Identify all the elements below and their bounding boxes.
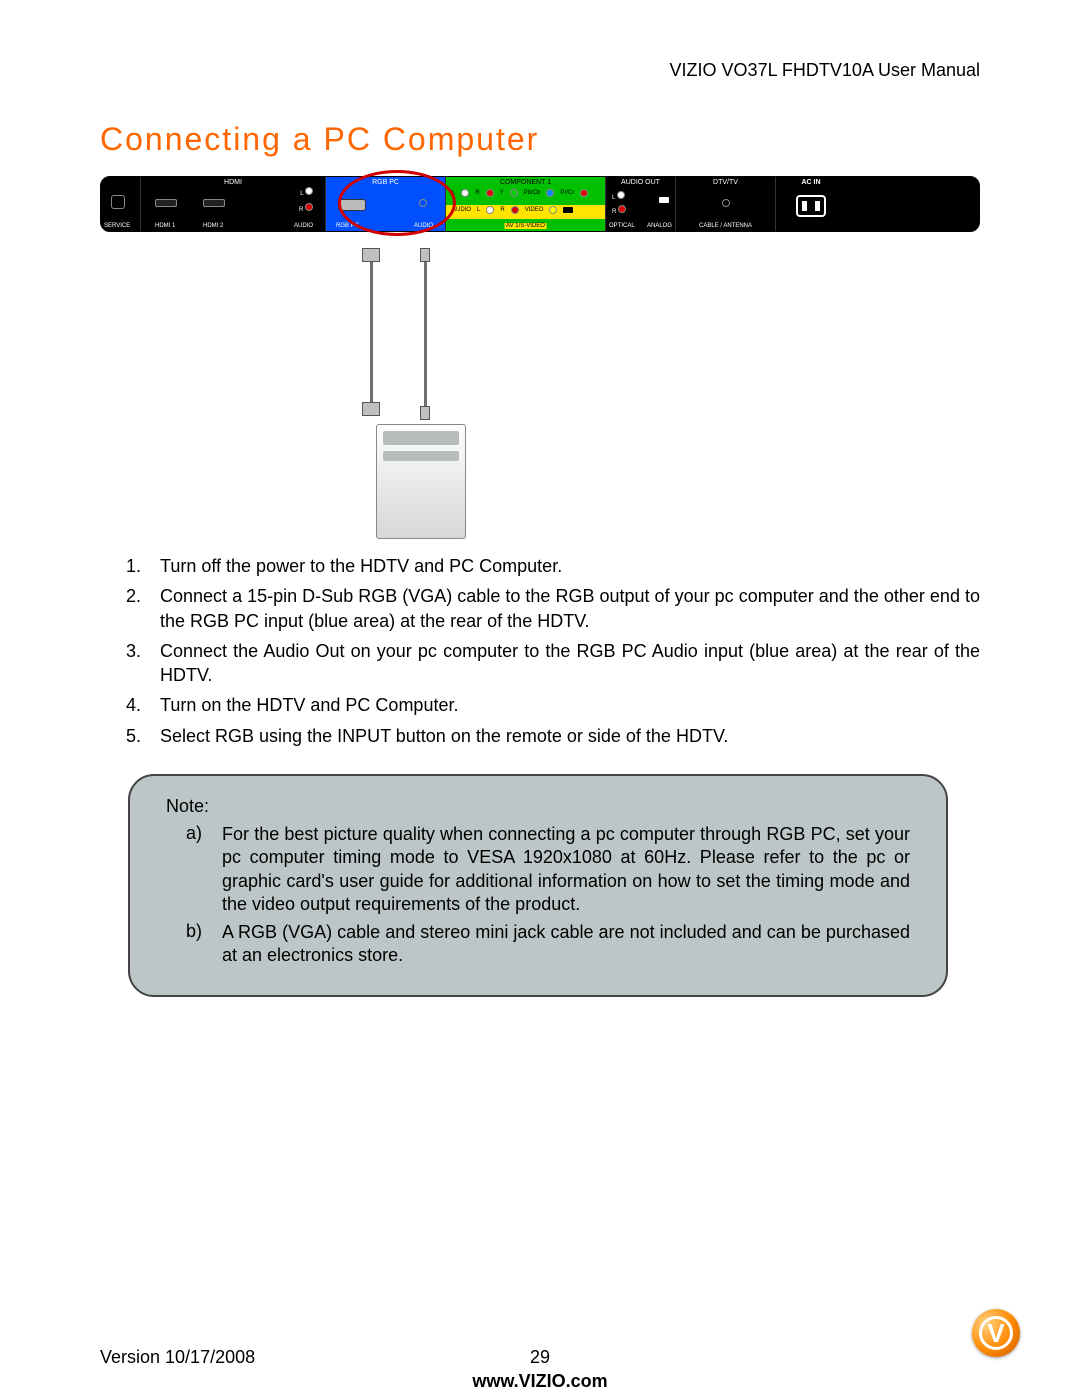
connection-illustration: [100, 244, 980, 544]
panel-section-service: SERVICE: [101, 177, 141, 231]
note-text: A RGB (VGA) cable and stereo mini jack c…: [222, 921, 910, 968]
note-letter: a): [166, 823, 222, 917]
step-number: 2.: [100, 584, 160, 633]
panel-section-component: COMPONENT 1 L R Y Pb/Cb Pr/Cr AUDIO L R …: [446, 177, 606, 231]
step-number: 5.: [100, 724, 160, 748]
step-text: Connect the Audio Out on your pc compute…: [160, 639, 980, 688]
step-number: 3.: [100, 639, 160, 688]
panel-section-dtv: DTV/TV CABLE / ANTENNA: [676, 177, 776, 231]
pc-tower-icon: [376, 424, 466, 539]
vizio-logo-icon: V: [972, 1309, 1020, 1357]
vga-plug-top: [362, 248, 380, 262]
page-title: Connecting a PC Computer: [100, 121, 980, 158]
step-text: Turn on the HDTV and PC Computer.: [160, 693, 980, 717]
audio-plug-bottom: [420, 406, 430, 420]
footer-page: 29: [530, 1347, 550, 1368]
step-text: Turn off the power to the HDTV and PC Co…: [160, 554, 980, 578]
note-box: Note: a) For the best picture quality wh…: [128, 774, 948, 997]
step-text: Connect a 15-pin D-Sub RGB (VGA) cable t…: [160, 584, 980, 633]
step-number: 1.: [100, 554, 160, 578]
step-number: 4.: [100, 693, 160, 717]
doc-title: VIZIO VO37L FHDTV10A User Manual: [100, 60, 980, 81]
back-panel-diagram: SERVICE HDMI HDMI 1 HDMI 2 L R AUDIO RGB…: [100, 176, 980, 232]
footer-url: www.VIZIO.com: [472, 1371, 607, 1392]
note-letter: b): [166, 921, 222, 968]
note-text: For the best picture quality when connec…: [222, 823, 910, 917]
footer-version: Version 10/17/2008: [100, 1347, 255, 1368]
panel-section-audio-out: AUDIO OUT L R OPTICAL ANALOG: [606, 177, 676, 231]
instruction-steps: 1.Turn off the power to the HDTV and PC …: [100, 554, 980, 748]
vizio-logo-letter: V: [979, 1316, 1013, 1350]
panel-section-ac: AC IN: [776, 177, 846, 231]
vga-plug-bottom: [362, 402, 380, 416]
panel-section-hdmi: HDMI HDMI 1 HDMI 2 L R AUDIO: [141, 177, 326, 231]
step-text: Select RGB using the INPUT button on the…: [160, 724, 980, 748]
panel-section-rgb: RGB PC RGB PC AUDIO: [326, 177, 446, 231]
note-label: Note:: [166, 796, 910, 817]
audio-plug-top: [420, 248, 430, 262]
